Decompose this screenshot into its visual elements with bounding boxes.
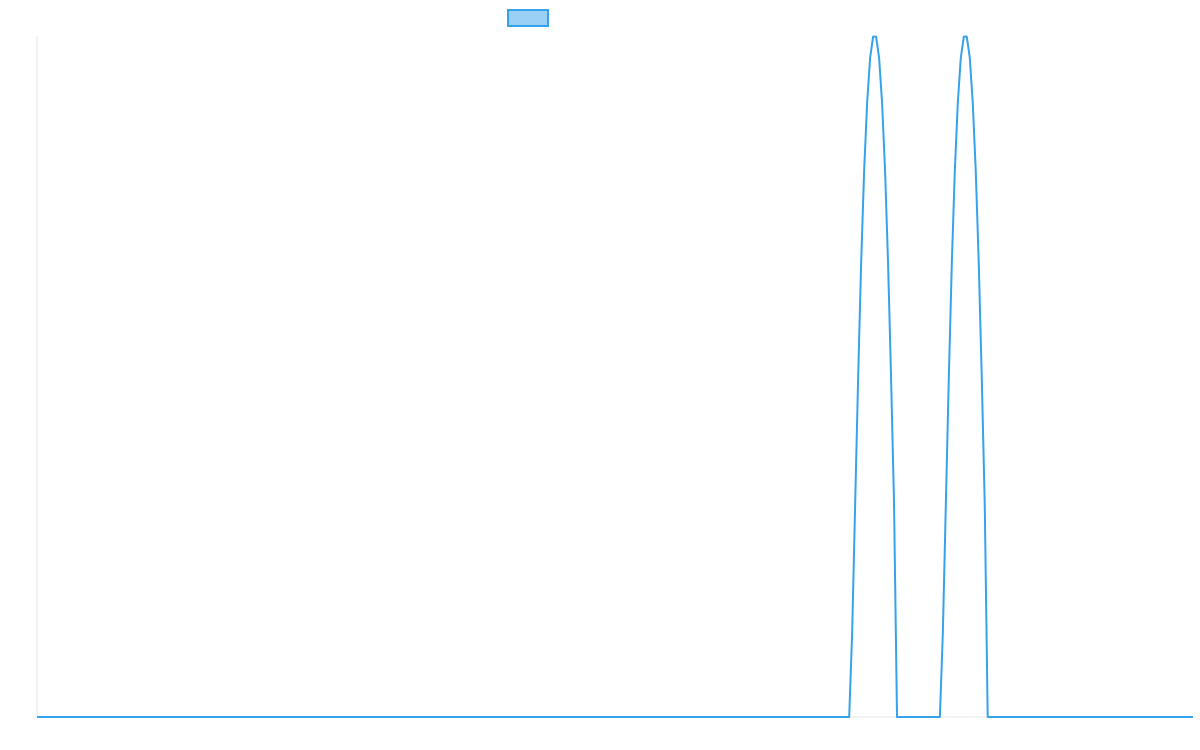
series-layer — [37, 35, 1193, 718]
series-line-0[interactable] — [37, 35, 1193, 718]
legend-swatch-series[interactable] — [507, 9, 549, 27]
legend[interactable] — [507, 9, 549, 27]
